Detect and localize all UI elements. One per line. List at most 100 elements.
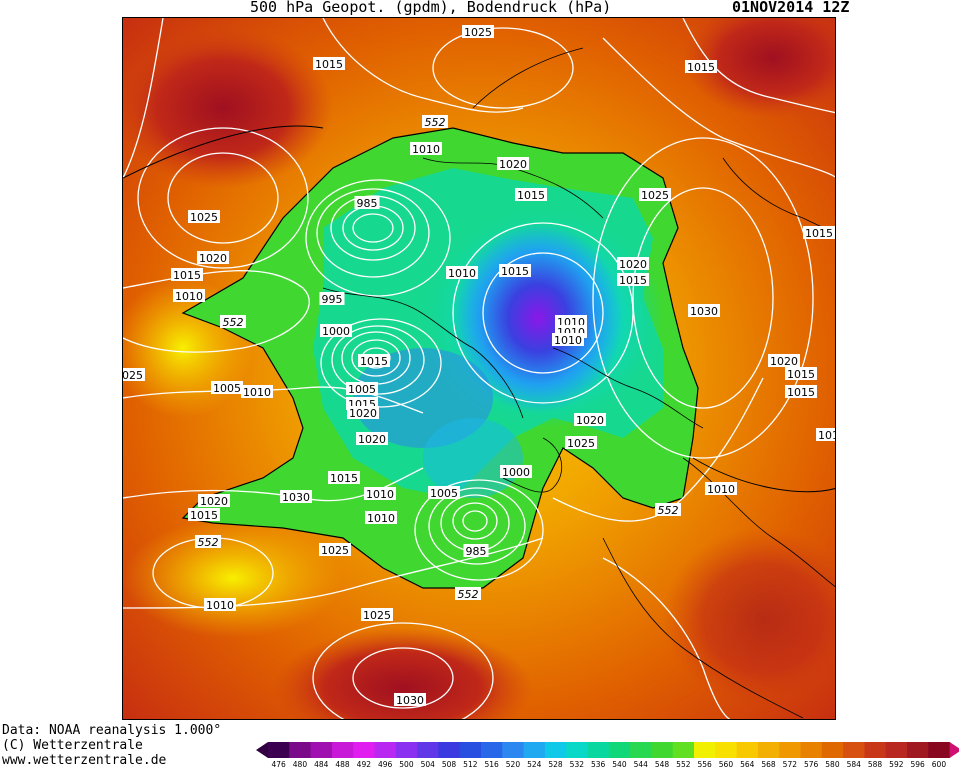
colorbar-swatch (608, 742, 631, 758)
colorbar-tick-label: 592 (889, 760, 904, 769)
website-link[interactable]: www.wetterzentrale.de (2, 753, 167, 768)
colorbar-swatch (694, 742, 716, 758)
svg-text:1015: 1015 (501, 265, 529, 278)
pressure-label: 1020 (574, 413, 606, 427)
pressure-label: 1015 (515, 188, 547, 202)
colorbar-max-arrow (949, 742, 959, 758)
svg-text:1020: 1020 (358, 433, 386, 446)
svg-text:1010: 1010 (206, 599, 234, 612)
colorbar-tick-label: 512 (463, 760, 478, 769)
weather-map: 1025 1015 1015 1010 1020 1015 985 1025 1025 1020 1… (122, 17, 836, 720)
colorbar-swatch (289, 742, 312, 758)
svg-text:552: 552 (425, 116, 446, 129)
pressure-label: 1010 (705, 482, 737, 496)
pressure-label: 1020 (356, 432, 388, 446)
svg-text:552: 552 (658, 504, 679, 517)
pressure-label: 1005 (211, 381, 243, 395)
svg-text:1020: 1020 (770, 355, 798, 368)
colorbar-swatch (438, 742, 461, 758)
svg-text:1000: 1000 (502, 466, 530, 479)
svg-text:1025: 1025 (321, 544, 349, 557)
pressure-label: 1010 (204, 598, 236, 612)
colorbar-swatch (630, 742, 652, 758)
colorbar-tick-label: 540 (612, 760, 627, 769)
svg-text:1030: 1030 (396, 694, 424, 707)
svg-text:1030: 1030 (690, 305, 718, 318)
colorbar-tick-labels: 476 480 484 488 492 496 500 504 508 512 516 520 524 5… (266, 760, 956, 770)
pressure-label: 1030 (394, 693, 426, 707)
colorbar-tick-label: 556 (697, 760, 712, 769)
svg-text:1005: 1005 (430, 487, 458, 500)
colorbar-swatch (374, 742, 397, 758)
svg-text:1015: 1015 (190, 509, 218, 522)
pressure-label: 995 (319, 292, 345, 306)
svg-text:1015: 1015 (360, 355, 388, 368)
svg-text:1015: 1015 (787, 386, 815, 399)
svg-text:1010: 1010 (175, 290, 203, 303)
colorbar-tick-label: 480 (292, 760, 308, 769)
pressure-label: 985 (354, 196, 380, 210)
pressure-label: 1015 (803, 226, 835, 240)
warm-region (663, 528, 835, 708)
colorbar-swatch (417, 742, 439, 758)
svg-text:1010: 1010 (412, 143, 440, 156)
colorbar-tick-label: 488 (335, 760, 350, 769)
copyright-text: (C) Wetterzentrale (2, 738, 143, 753)
pressure-label: 1010 (410, 142, 442, 156)
geopotential-label: 552 (220, 315, 246, 329)
svg-text:552: 552 (223, 316, 244, 329)
pressure-label: 985 (463, 544, 489, 558)
colorbar-min-arrow (256, 742, 268, 758)
credits-block: Data: NOAA reanalysis 1.000° (C) Wetterz… (2, 723, 221, 768)
colorbar-tick-label: 536 (590, 760, 606, 769)
svg-text:1025: 1025 (190, 211, 218, 224)
blue-region (423, 418, 523, 498)
colorbar-tick-label: 496 (377, 760, 393, 769)
pressure-label: 1020 (497, 157, 529, 171)
pressure-label: 1025 (462, 25, 494, 39)
colorbar-swatch (566, 742, 588, 758)
svg-text:1020: 1020 (200, 495, 228, 508)
svg-text:1010: 1010 (448, 267, 476, 280)
colorbar-tick-label: 516 (484, 760, 499, 769)
svg-text:1020: 1020 (199, 252, 227, 265)
svg-text:1015: 1015 (315, 58, 343, 71)
pressure-label: 1020 (347, 406, 379, 420)
pressure-label: 1025 (639, 188, 671, 202)
svg-text:1015: 1015 (517, 189, 545, 202)
colorbar-swatch (672, 742, 695, 758)
pressure-label: 1015 (313, 57, 345, 71)
pressure-label: 1015 (358, 354, 390, 368)
colorbar-tick-label: 572 (782, 760, 798, 769)
colorbar-tick-label: 580 (825, 760, 840, 769)
svg-text:552: 552 (458, 588, 479, 601)
pressure-label: 1020 (617, 257, 649, 271)
svg-text:552: 552 (198, 536, 219, 549)
geopotential-label: 552 (655, 503, 681, 517)
colorbar-tick-label: 548 (654, 760, 670, 769)
colorbar-tick-label: 476 (271, 760, 286, 769)
pressure-label: 1030 (688, 304, 720, 318)
pressure-label: 1015 (785, 367, 817, 381)
pressure-label: 1010 (816, 428, 836, 442)
svg-text:1010: 1010 (818, 429, 836, 442)
colorbar-swatch (821, 742, 844, 758)
colorbar-tick-label: 596 (910, 760, 925, 769)
svg-text:1015: 1015 (787, 368, 815, 381)
data-source-text: Data: NOAA reanalysis 1.000° (2, 723, 222, 738)
geopotential-lines (123, 125, 835, 493)
colorbar-tick-label: 552 (676, 760, 691, 769)
colorbar-swatch (310, 742, 333, 758)
pressure-label: 1020 (198, 494, 230, 508)
polar-vortex-low (453, 223, 623, 413)
svg-text:1015: 1015 (330, 472, 358, 485)
svg-text:1030: 1030 (282, 491, 310, 504)
colorbar-swatch (843, 742, 865, 758)
svg-text:985: 985 (466, 545, 487, 558)
colorbar-swatch (353, 742, 375, 758)
pressure-label: 1025 (123, 368, 145, 382)
svg-text:1015: 1015 (805, 227, 833, 240)
svg-text:1010: 1010 (554, 334, 582, 347)
colorbar-swatch (651, 742, 674, 758)
